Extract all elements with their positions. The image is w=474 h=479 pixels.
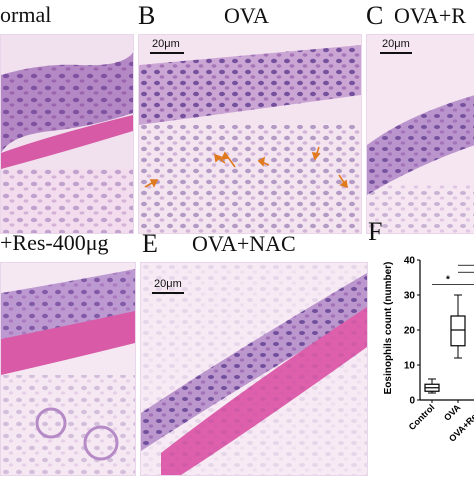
box-1-body: [450, 315, 466, 347]
micrograph-a: [0, 34, 134, 234]
panel-e-label: E: [142, 229, 158, 258]
panel-c-label: C: [366, 1, 384, 30]
eosinophils-chart: Eosinophils count (number) 0 10 20 30 40 Cont…: [380, 250, 474, 474]
micrograph-d: [0, 262, 136, 476]
significance-star: *: [446, 275, 450, 286]
panel-b-title: OVA: [224, 3, 269, 28]
scale-bar-c: [380, 52, 412, 54]
panel-c-title: OVA+R: [394, 3, 466, 28]
y-tick-label-1: 10: [404, 361, 416, 372]
y-tick-label-0: 0: [409, 396, 415, 407]
scale-label-c: 20μm: [382, 38, 410, 50]
y-tick-label-3: 30: [404, 291, 416, 302]
scale-bar-b: [150, 52, 184, 54]
y-axis-label: Eosinophils count (number): [383, 262, 394, 395]
micrograph-e: [140, 262, 368, 476]
scale-bar-e: [152, 292, 184, 294]
scale-label-b: 20μm: [152, 38, 180, 50]
micrograph-c: [366, 34, 474, 234]
panel-a-title: ormal: [0, 2, 52, 27]
x-tick-label-1: OVA: [442, 402, 463, 423]
x-tick-label-0: Control: [407, 402, 437, 432]
scale-label-e: 20μm: [154, 278, 182, 290]
panel-f-label: F: [368, 217, 383, 246]
panel-b-label: B: [138, 1, 156, 30]
eosinophils-chart-svg: Eosinophils count (number) 0 10 20 30 40 Cont…: [383, 256, 474, 444]
micrograph-b: [138, 34, 362, 234]
y-tick-label-4: 40: [404, 256, 416, 267]
panel-e-title: OVA+NAC: [192, 231, 296, 256]
y-tick-label-2: 20: [404, 326, 416, 337]
panel-d-title: +Res-400μg: [0, 230, 109, 255]
